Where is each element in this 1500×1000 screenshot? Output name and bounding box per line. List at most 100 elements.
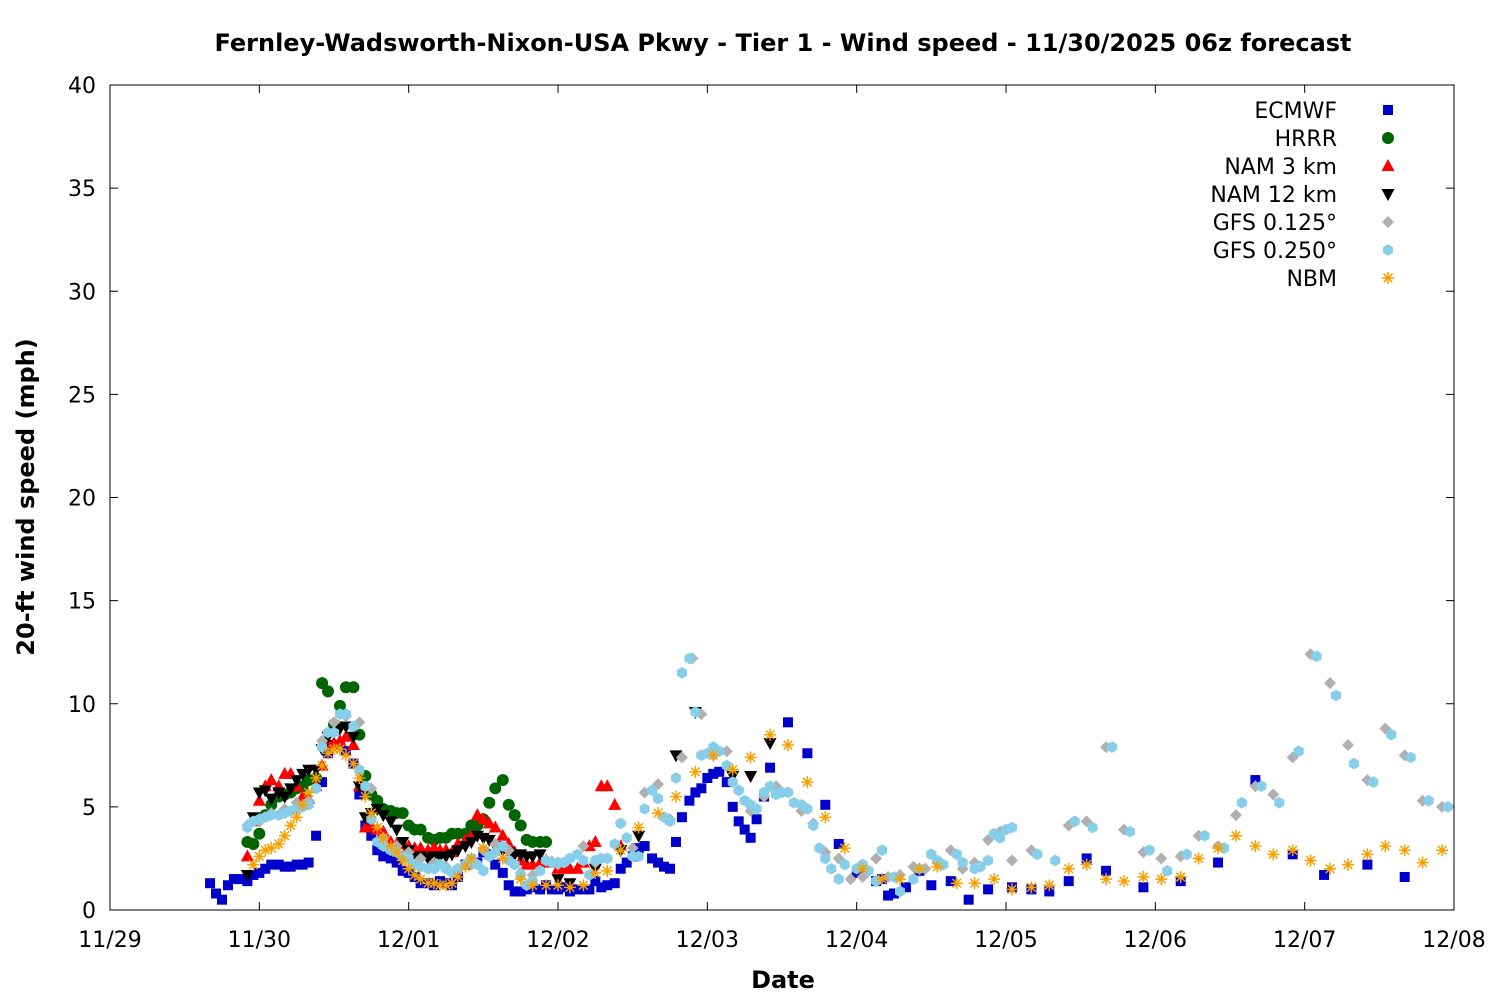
data-point-nbm [689, 765, 702, 778]
x-tick-label: 12/05 [974, 928, 1037, 953]
data-point-nbm [1155, 873, 1168, 886]
data-point-gfs-0-250 [1274, 797, 1285, 809]
x-tick-label: 12/04 [825, 928, 888, 953]
data-point-nbm [440, 879, 452, 892]
data-point-hrrr [333, 699, 346, 712]
data-point-ecmwf [385, 853, 396, 864]
data-point-nbm [552, 879, 564, 892]
data-point-gfs-0-250 [1348, 757, 1359, 770]
data-point-nbm [856, 862, 869, 875]
data-point-nbm [316, 759, 329, 772]
data-point-nbm [526, 879, 539, 892]
data-point-nbm [414, 873, 427, 886]
data-point-nbm [1174, 871, 1187, 883]
data-point-gfs-0-250 [1256, 780, 1267, 792]
data-point-gfs-0-250 [1368, 776, 1379, 788]
data-point-nam-12-km [458, 841, 472, 854]
data-point-ecmwf [584, 884, 595, 895]
x-tick-label: 12/02 [526, 928, 589, 953]
data-point-gfs-0-250 [1236, 797, 1247, 809]
data-point-ecmwf [273, 859, 284, 870]
data-point-nbm [801, 776, 814, 789]
data-point-ecmwf [721, 777, 732, 788]
y-tick-label: 30 [68, 280, 96, 305]
data-point-ecmwf [1044, 886, 1055, 897]
data-point-ecmwf [889, 888, 899, 899]
data-point-nam-3-km [414, 841, 428, 854]
data-point-gfs-0-125 [870, 852, 883, 865]
data-point-nbm [310, 772, 323, 784]
data-point-gfs-0-125 [1267, 788, 1280, 801]
legend-label-nam-3-km: NAM 3 km [1224, 155, 1337, 180]
data-point-ecmwf [260, 863, 271, 874]
data-point-nam-3-km [339, 729, 353, 742]
data-point-gfs-0-125 [328, 716, 340, 729]
legend: ECMWF HRRR NAM 3 km NAM 12 km GFS 0.125° GFS … [1210, 99, 1395, 292]
x-tick-label: 11/29 [78, 928, 141, 953]
data-point-nbm [1117, 875, 1130, 888]
data-point-gfs-0-250 [938, 858, 949, 871]
data-point-ecmwf [602, 880, 613, 891]
data-point-ecmwf [739, 824, 750, 835]
data-point-nbm [968, 877, 981, 890]
legend-label-gfs-0-250: GFS 0.250° [1213, 239, 1337, 264]
legend-marker-nam-3-km [1381, 159, 1395, 171]
data-point-ecmwf [690, 787, 701, 798]
data-point-gfs-0-250 [621, 832, 632, 844]
data-point-nbm [913, 862, 926, 875]
series-gfs-0-250 [242, 650, 1453, 898]
data-point-hrrr [514, 819, 527, 832]
data-point-gfs-0-250 [895, 885, 905, 898]
data-point-nbm [477, 842, 490, 855]
y-tick-label: 10 [68, 693, 96, 718]
data-point-ecmwf [833, 839, 844, 849]
data-point-gfs-0-250 [676, 667, 687, 679]
legend-label-hrrr: HRRR [1275, 127, 1337, 152]
data-point-nbm [339, 749, 352, 762]
data-point-gfs-0-125 [1341, 739, 1354, 751]
data-point-gfs-0-250 [820, 852, 831, 865]
data-point-gfs-0-250 [1331, 689, 1341, 702]
y-tick-label: 40 [68, 74, 96, 99]
data-point-nbm [377, 831, 390, 844]
data-point-gfs-0-250 [1386, 728, 1397, 741]
data-point-gfs-0-125 [1155, 852, 1168, 865]
data-point-ecmwf [590, 876, 601, 887]
x-tick-label: 12/03 [676, 928, 739, 953]
legend-marker-nbm [1382, 272, 1394, 284]
data-point-nbm [1398, 844, 1411, 857]
data-point-nbm [1249, 840, 1262, 853]
data-point-nbm [1192, 852, 1205, 865]
data-point-gfs-0-125 [1229, 809, 1242, 822]
data-point-gfs-0-250 [802, 803, 813, 815]
data-point-ecmwf [983, 884, 994, 895]
data-point-ecmwf [820, 799, 831, 810]
y-tick-label: 0 [82, 899, 96, 924]
data-point-gfs-0-250 [1293, 745, 1304, 757]
data-point-ecmwf [1362, 859, 1373, 870]
data-point-ecmwf [639, 841, 650, 852]
legend-marker-ecmwf [1383, 105, 1393, 115]
data-point-nbm [272, 838, 285, 850]
data-point-ecmwf [1101, 865, 1112, 876]
data-point-nbm [764, 728, 777, 741]
data-point-nbm [353, 772, 366, 784]
data-point-ecmwf [609, 878, 620, 889]
data-point-nbm [632, 821, 645, 834]
data-point-ecmwf [285, 861, 296, 872]
data-point-nam-3-km [570, 861, 584, 874]
data-point-ecmwf [963, 894, 974, 905]
data-point-nbm [322, 747, 335, 760]
data-point-ecmwf [354, 789, 365, 800]
data-point-gfs-0-250 [490, 846, 501, 858]
data-point-nbm [1361, 848, 1374, 861]
data-point-nam-12-km [390, 824, 404, 837]
data-point-nbm [1229, 829, 1242, 842]
data-point-nam-3-km [476, 812, 490, 825]
legend-marker-gfs-0-250 [1383, 244, 1393, 256]
data-point-nam-12-km [451, 845, 465, 858]
data-point-gfs-0-250 [1311, 650, 1322, 663]
legend-marker-hrrr [1382, 132, 1394, 144]
data-point-nbm [402, 862, 415, 875]
